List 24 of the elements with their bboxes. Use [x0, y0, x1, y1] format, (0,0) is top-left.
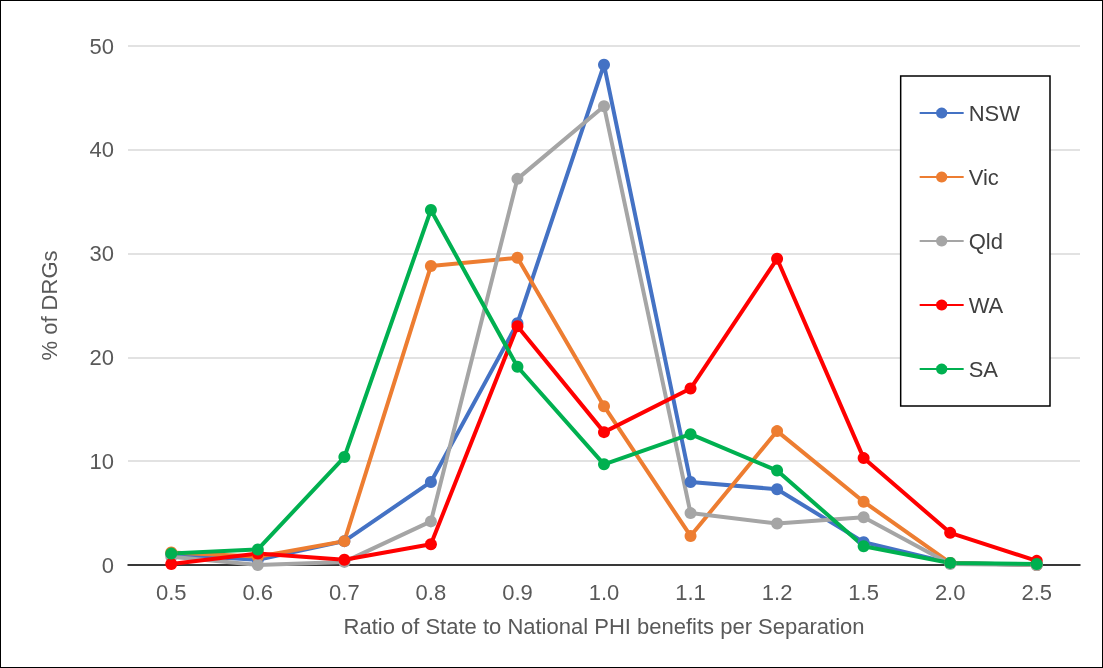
legend-label: Vic: [968, 164, 999, 190]
x-tick-label: 1.5: [848, 579, 879, 605]
x-tick-label: 0.6: [242, 579, 274, 605]
y-tick-label: 0: [101, 552, 114, 578]
legend-label: SA: [968, 356, 999, 382]
y-axis-title: % of DRGs: [36, 250, 62, 361]
x-tick-label: 1.1: [675, 579, 706, 605]
y-tick-label: 30: [89, 241, 114, 267]
y-tick-label: 40: [89, 137, 114, 163]
x-tick-label: 1.0: [588, 579, 620, 605]
y-tick-label: 10: [89, 448, 114, 474]
x-tick-label: 1.2: [761, 579, 793, 605]
x-tick-label: 0.5: [155, 579, 187, 605]
y-tick-label: 20: [89, 344, 114, 370]
x-tick-label: 0.7: [329, 579, 360, 605]
x-tick-label: 2.5: [1021, 579, 1053, 605]
legend-label: WA: [968, 292, 1004, 318]
x-tick-label: 0.9: [502, 579, 533, 605]
legend-label: Qld: [968, 228, 1003, 254]
y-tick-label: 50: [89, 33, 114, 59]
legend-label: NSW: [968, 100, 1021, 126]
x-tick-label: 2.0: [934, 579, 966, 605]
x-axis-title: Ratio of State to National PHI benefits per Separation: [343, 613, 865, 639]
x-tick-label: 0.8: [415, 579, 447, 605]
